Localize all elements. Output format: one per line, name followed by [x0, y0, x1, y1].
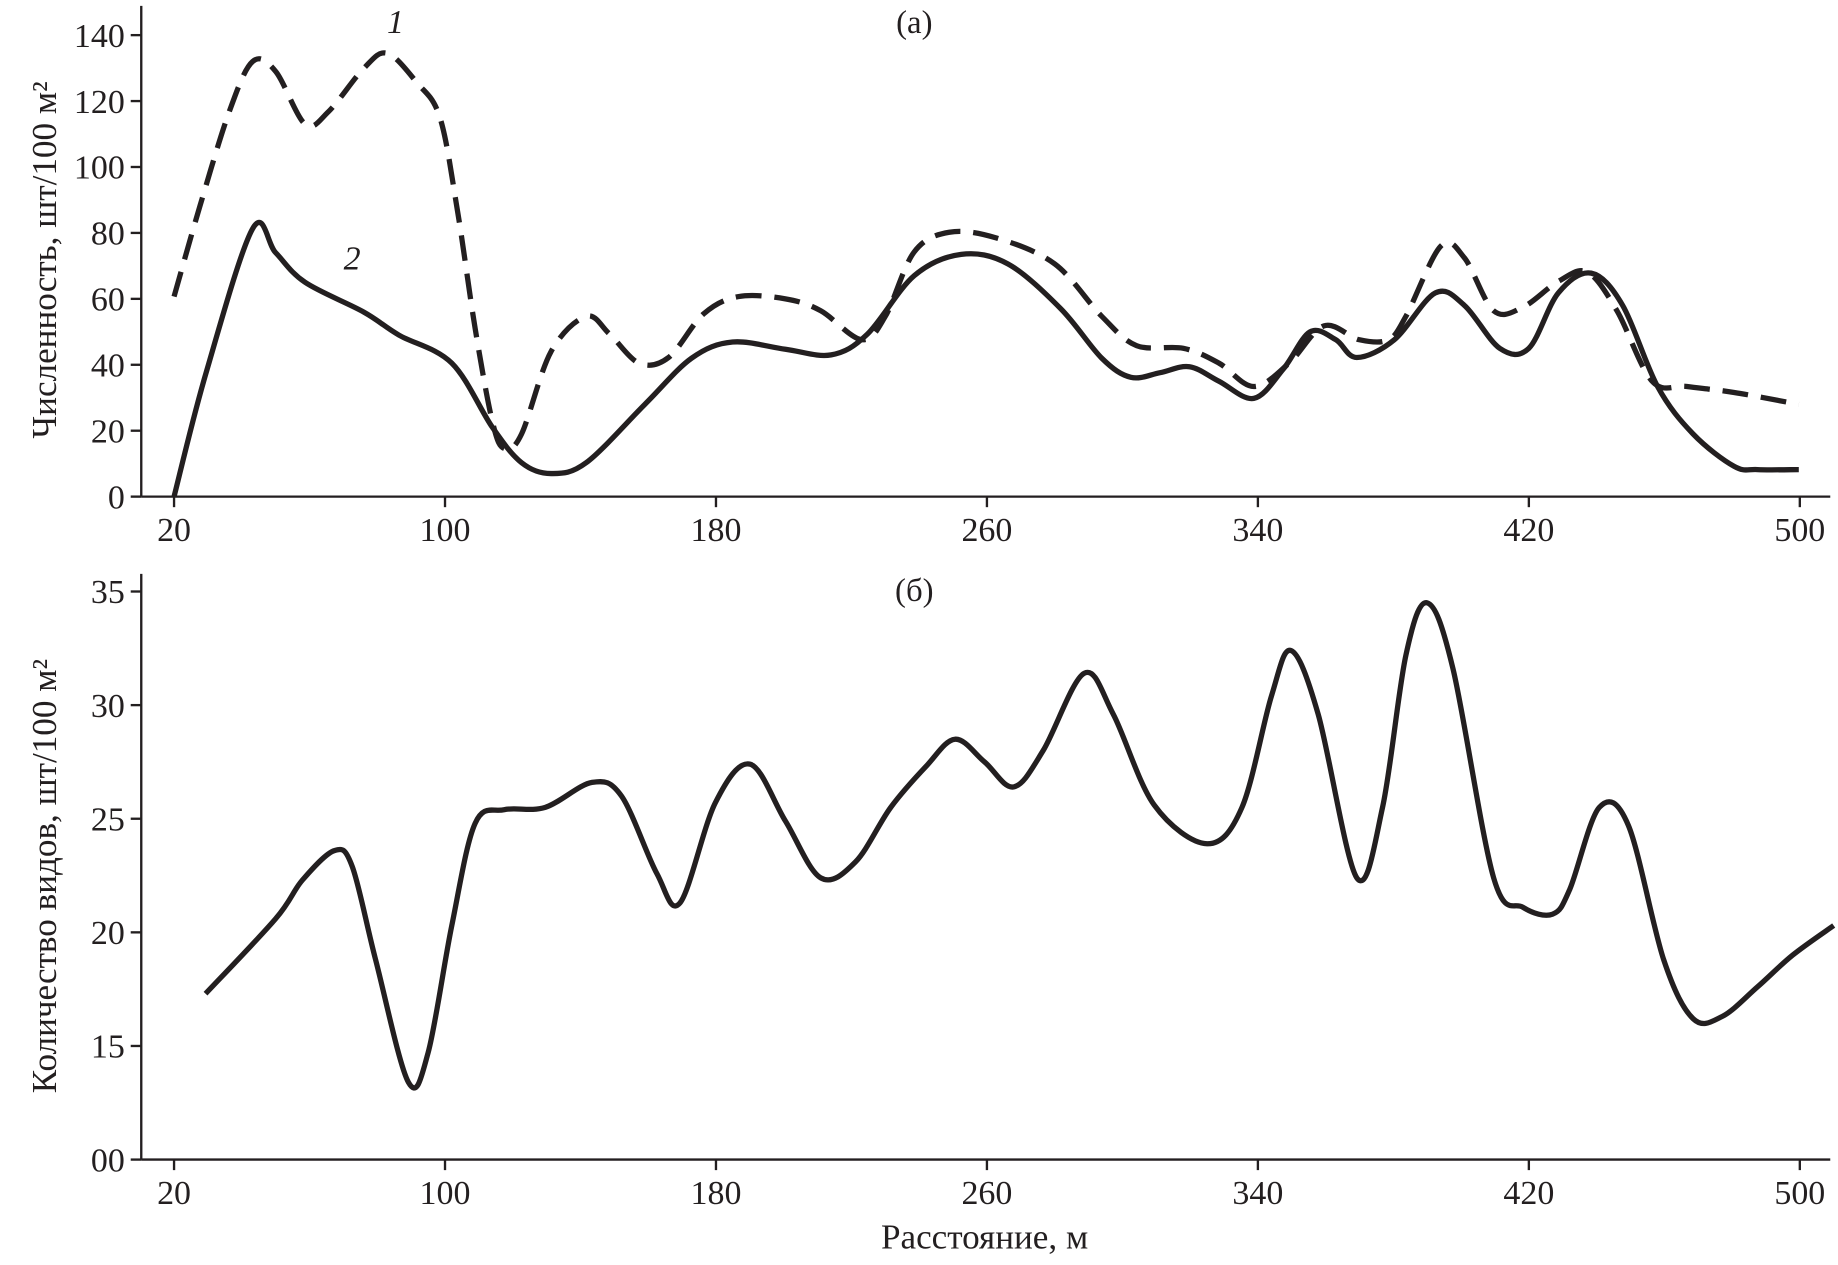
- panel-a-x-tick-label: 420: [1503, 512, 1554, 549]
- panel-b-x-tick-label: 20: [157, 1175, 191, 1212]
- panel-b-x-tick-label: 340: [1232, 1175, 1283, 1212]
- panel-a-y-tick-label: 120: [74, 84, 125, 121]
- panel-b-label: (б): [895, 573, 934, 609]
- panel-a-y-tick-label: 0: [108, 479, 125, 516]
- x-axis-label: Расстояние, м: [881, 1218, 1088, 1257]
- panel-a-x-tick-label: 500: [1774, 512, 1825, 549]
- panel-a-y-tick-label: 20: [91, 413, 125, 450]
- panel-b-x-tick-label: 180: [691, 1175, 742, 1212]
- panel-b-x-tick-label: 100: [420, 1175, 471, 1212]
- panel-a-y-tick-label: 140: [74, 18, 125, 55]
- panel-b-y-tick-label: 15: [91, 1029, 125, 1066]
- panel-b-x-tick-label: 420: [1503, 1175, 1554, 1212]
- series-1-label: 1: [387, 4, 404, 41]
- panel-a-x-tick-label: 180: [691, 512, 742, 549]
- panel-a-x-tick-label: 340: [1232, 512, 1283, 549]
- panel-b-x-tick-label: 500: [1774, 1175, 1825, 1212]
- panel-a: (а) Численность, шт/100 м² 1 2 20 100 180 2…: [25, 4, 1831, 549]
- panel-b-y-tick-label: 30: [91, 688, 125, 725]
- panel-a-x-tick-label: 100: [420, 512, 471, 549]
- panel-b-y-axis-label: Количество видов, шт/100 м²: [25, 659, 64, 1093]
- panel-b-y-tick-label: 25: [91, 801, 125, 838]
- panel-a-y-tick-label: 60: [91, 282, 125, 319]
- panel-a-series-1-line: [171, 50, 1800, 452]
- panel-a-x-tick-label: 260: [961, 512, 1012, 549]
- panel-b-y-tick-label: 35: [91, 574, 125, 611]
- panel-a-y-tick-label: 80: [91, 216, 125, 253]
- panel-a-y-tick-label: 40: [91, 347, 125, 384]
- panel-b-x-tick-label: 260: [961, 1175, 1012, 1212]
- panel-b-y-tick-label: 20: [91, 915, 125, 952]
- panel-a-y-axis-label: Численность, шт/100 м²: [25, 81, 64, 438]
- panel-b-y-tick-label: 00: [91, 1142, 125, 1179]
- panel-b-series-1-line: [203, 600, 1836, 1091]
- panel-a-x-tick-label: 20: [157, 512, 191, 549]
- panel-a-y-tick-label: 100: [74, 150, 125, 187]
- series-2-label: 2: [344, 240, 361, 277]
- panel-a-label: (а): [896, 5, 932, 41]
- panel-b: (б) Количество видов, шт/100 м² Расстоян…: [25, 573, 1836, 1257]
- panel-a-series-2-line: [171, 219, 1799, 498]
